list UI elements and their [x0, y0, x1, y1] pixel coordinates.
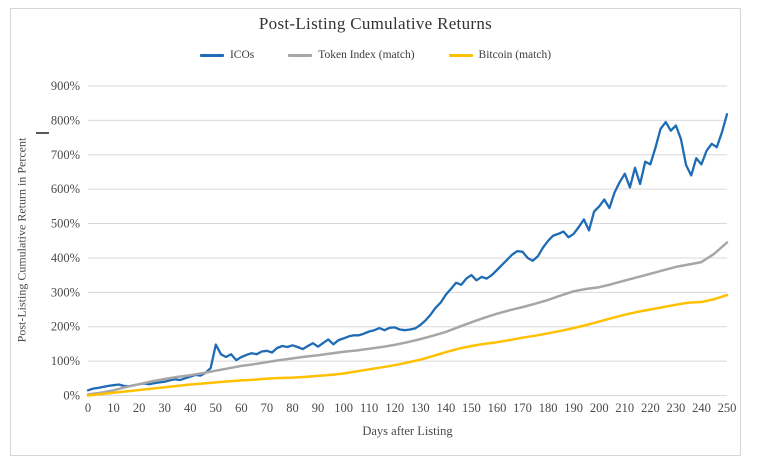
legend-item-bitcoin: Bitcoin (match) — [448, 49, 552, 61]
x-tick-label-140: 140 — [436, 401, 455, 415]
y-tick-label-400: 400% — [51, 251, 80, 265]
x-tick-label-50: 50 — [210, 401, 223, 415]
legend-label-token-index: Token Index (match) — [318, 49, 415, 61]
legend-swatch-bitcoin-icon — [448, 53, 473, 57]
x-tick-label-190: 190 — [564, 401, 583, 415]
y-tick-label-200: 200% — [51, 320, 80, 334]
legend-swatch-icos-icon — [199, 53, 224, 57]
x-tick-label-70: 70 — [261, 401, 274, 415]
x-tick-label-230: 230 — [667, 401, 686, 415]
x-tick-label-0: 0 — [85, 401, 91, 415]
y-tick-label-800: 800% — [51, 113, 80, 127]
y-tick-label-900: 900% — [51, 79, 80, 93]
x-tick-label-250: 250 — [718, 401, 737, 415]
y-axis-title: Post-Listing Cumulative Return in Percen… — [14, 137, 29, 343]
legend-item-token-index: Token Index (match) — [288, 49, 415, 61]
series-line-icos — [86, 113, 729, 392]
x-tick-label-180: 180 — [539, 401, 558, 415]
x-tick-label-120: 120 — [385, 401, 404, 415]
legend-swatch-token-index-icon — [288, 53, 313, 57]
chart-frame — [10, 8, 741, 456]
series-line-token-index-match — [86, 241, 729, 396]
legend-label-bitcoin: Bitcoin (match) — [478, 49, 552, 61]
y-tick-label-600: 600% — [51, 182, 80, 196]
x-tick-label-40: 40 — [184, 401, 197, 415]
chart-title: Post-Listing Cumulative Returns — [258, 14, 493, 33]
y-tick-label-500: 500% — [51, 217, 80, 231]
stray-cursor-artifact — [36, 132, 49, 134]
x-tick-label-20: 20 — [133, 401, 146, 415]
y-tick-label-700: 700% — [51, 148, 80, 162]
x-tick-label-60: 60 — [235, 401, 248, 415]
series-line-bitcoin-match — [86, 293, 729, 397]
x-tick-label-160: 160 — [488, 401, 507, 415]
legend-item-icos: ICOs — [199, 49, 255, 61]
x-tick-label-240: 240 — [692, 401, 711, 415]
y-tick-label-0: 0% — [63, 389, 80, 403]
x-tick-label-90: 90 — [312, 401, 325, 415]
y-tick-label-100: 100% — [51, 354, 80, 368]
x-tick-label-170: 170 — [513, 401, 532, 415]
x-tick-label-210: 210 — [615, 401, 634, 415]
legend-label-icos: ICOs — [229, 49, 255, 61]
legend: ICOs Token Index (match) Bitcoin (match) — [10, 49, 741, 61]
x-tick-label-220: 220 — [641, 401, 660, 415]
x-tick-label-130: 130 — [411, 401, 430, 415]
x-tick-label-200: 200 — [590, 401, 609, 415]
y-tick-label-300: 300% — [51, 285, 80, 299]
x-tick-label-80: 80 — [286, 401, 299, 415]
x-tick-label-100: 100 — [334, 401, 353, 415]
x-tick-label-30: 30 — [158, 401, 171, 415]
x-tick-label-10: 10 — [107, 401, 120, 415]
x-tick-label-150: 150 — [462, 401, 481, 415]
x-axis-title: Days after Listing — [362, 424, 453, 438]
x-tick-label-110: 110 — [360, 401, 378, 415]
